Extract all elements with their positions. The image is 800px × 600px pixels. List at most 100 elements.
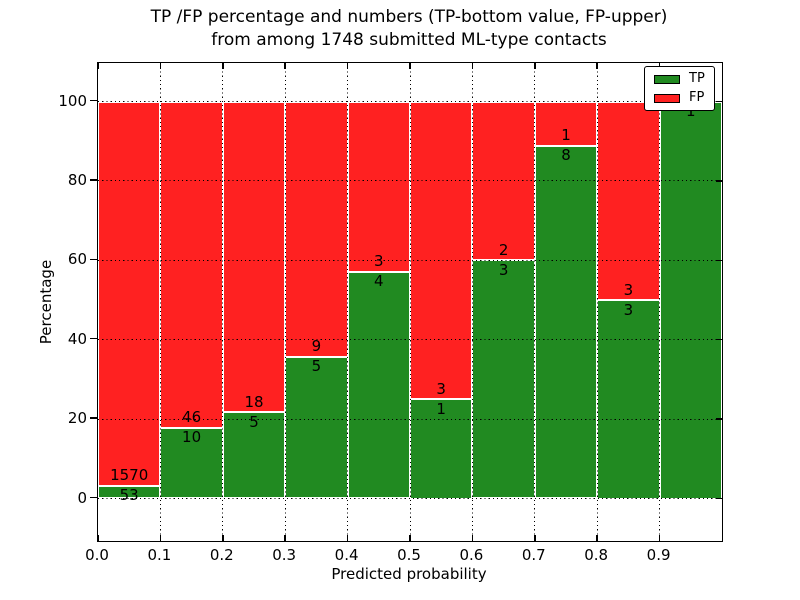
tp-swatch [654, 74, 680, 84]
x-axis-label: Predicted probability [331, 565, 487, 583]
bar-3-fp-segment [285, 101, 348, 357]
bar-9-tp-count: 1 [686, 102, 696, 120]
y-tick-right [716, 259, 722, 262]
chart-title-line1: TP /FP percentage and numbers (TP-bottom… [150, 7, 668, 27]
y-tick-right [716, 100, 722, 103]
chart-title-line2: from among 1748 submitted ML-type contac… [211, 30, 607, 50]
x-tick-top [159, 63, 162, 69]
y-tick-label: 0 [77, 488, 87, 507]
bar-4-fp-count: 3 [374, 252, 384, 271]
x-tick-top [534, 63, 536, 69]
x-tick-bottom [409, 535, 411, 541]
legend-row-fp: FP [654, 91, 705, 105]
bar-1-tp-segment [160, 427, 223, 499]
bar-2-fp-segment [222, 101, 286, 413]
y-tick-right [716, 180, 722, 182]
y-tick-label: 100 [58, 91, 87, 110]
bar-7-fp-count: 1 [561, 126, 571, 145]
bar-3-tp-count: 5 [311, 357, 322, 376]
x-tick-top [596, 63, 598, 69]
legend-row-tp: TP [654, 72, 705, 86]
x-tick-bottom [596, 535, 598, 541]
fp-swatch [654, 93, 680, 103]
y-tick-right [716, 418, 722, 420]
x-tick-label: 0.8 [584, 546, 609, 564]
y-tick-left [89, 417, 97, 419]
bar-1-tp-count: 10 [182, 428, 202, 447]
v-gridline-9 [659, 63, 661, 541]
x-tick-label: 0.6 [459, 546, 484, 564]
bar-2-tp-count: 5 [249, 412, 259, 431]
x-tick-label: 0.1 [147, 546, 172, 564]
legend-label-tp: TP [689, 71, 705, 86]
bar-9-tp-segment [659, 101, 722, 499]
bar-7-tp-count: 8 [561, 146, 571, 165]
bar-5-fp-count: 3 [436, 379, 446, 398]
bar-5-fp-segment [410, 101, 473, 400]
bar-1-fp-segment [160, 101, 223, 428]
y-tick-left [89, 99, 97, 102]
bar-0-tp-segment [98, 485, 161, 499]
bar-2-fp-count: 18 [244, 392, 264, 411]
v-gridline-5 [409, 63, 411, 541]
y-tick-label: 20 [67, 409, 87, 428]
bar-7-fp-segment [534, 101, 598, 146]
v-gridline-4 [347, 63, 349, 541]
y-tick-left [89, 258, 97, 261]
v-gridline-2 [222, 63, 224, 541]
x-tick-label: 0.2 [209, 546, 234, 564]
bar-8-tp-segment [597, 300, 660, 499]
bar-0-tp-count: 53 [119, 486, 139, 505]
x-tick-bottom [471, 535, 474, 541]
x-tick-label: 0.9 [646, 546, 671, 564]
bar-5-tp-count: 1 [436, 399, 446, 418]
v-gridline-1 [159, 63, 161, 541]
legend: TP FP [644, 66, 715, 111]
bar-6-tp-count: 3 [498, 260, 509, 279]
x-tick-bottom [346, 535, 349, 541]
x-tick-bottom [222, 535, 224, 541]
bar-0-fp-count: 1570 [110, 466, 149, 485]
x-tick-bottom [658, 535, 661, 541]
v-gridline-8 [596, 63, 598, 541]
y-tick-right [716, 497, 722, 500]
y-tick-label: 80 [67, 170, 87, 189]
bar-6-fp-count: 2 [498, 240, 509, 259]
x-tick-bottom [97, 535, 99, 541]
x-tick-label: 0.0 [85, 546, 109, 564]
v-gridline-6 [471, 63, 473, 541]
bar-0-fp-segment [98, 101, 161, 486]
bar-8-fp-segment [597, 101, 660, 300]
bar-1-fp-count: 46 [182, 408, 202, 427]
legend-label-fp: FP [689, 90, 705, 105]
x-tick-top [471, 63, 474, 69]
x-tick-top [409, 63, 411, 69]
y-tick-label: 60 [67, 250, 87, 269]
x-tick-label: 0.7 [521, 546, 546, 564]
x-tick-top [222, 63, 224, 69]
bar-4-tp-segment [347, 271, 410, 499]
bar-4-fp-segment [347, 101, 410, 272]
x-tick-label: 0.3 [272, 546, 297, 564]
plot-area: 1570 53 46 10 18 5 9 5 3 4 3 1 2 3 1 8 3 3 1 [97, 62, 723, 542]
v-gridline-3 [284, 63, 286, 541]
x-tick-bottom [534, 535, 536, 541]
x-tick-label: 0.5 [397, 546, 421, 564]
x-tick-bottom [284, 535, 286, 541]
y-tick-label: 40 [67, 329, 87, 348]
y-tick-right [716, 338, 722, 341]
bar-3-tp-segment [285, 356, 348, 499]
x-tick-label: 0.4 [334, 546, 359, 564]
bar-8-tp-count: 3 [623, 300, 634, 319]
bar-4-tp-count: 4 [374, 272, 384, 291]
bar-6-tp-segment [472, 260, 535, 499]
x-tick-top [346, 63, 349, 69]
x-tick-top [97, 63, 99, 69]
y-tick-left [89, 179, 97, 181]
bar-8-fp-count: 3 [623, 280, 634, 299]
bar-2-tp-segment [222, 412, 286, 499]
x-tick-top [284, 63, 286, 69]
bar-3-fp-count: 9 [311, 337, 322, 356]
bar-7-tp-segment [534, 145, 598, 499]
